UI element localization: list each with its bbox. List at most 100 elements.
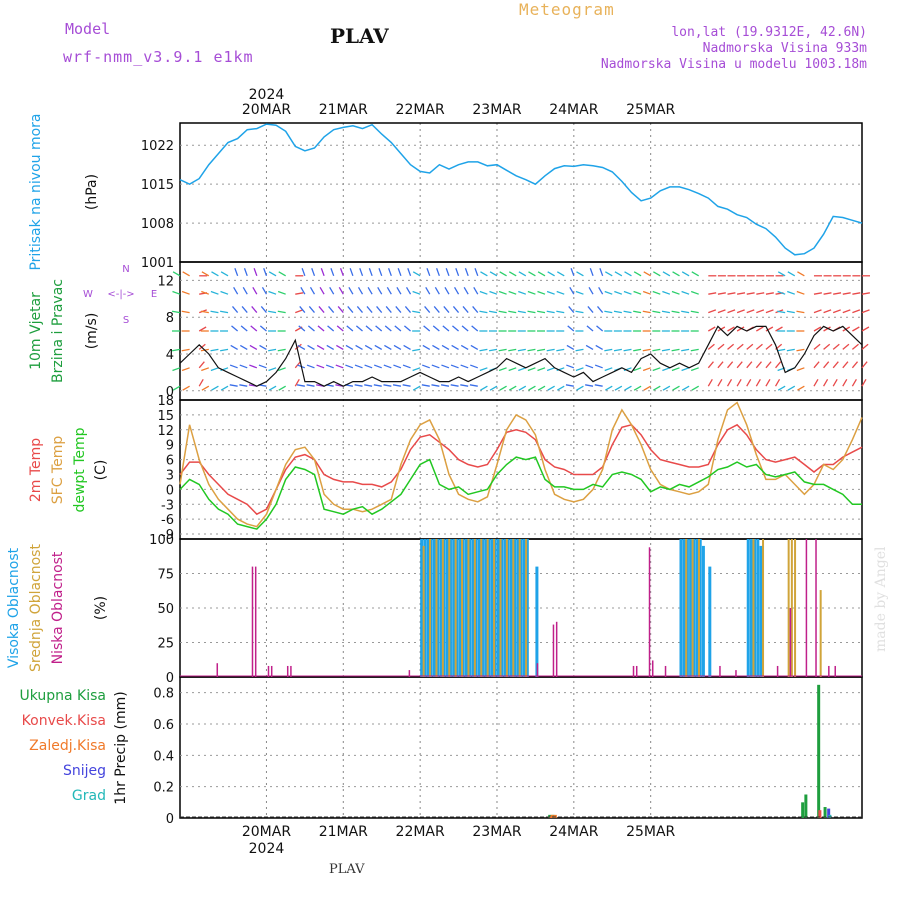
wind-arrow	[311, 268, 316, 277]
wind-arrow	[842, 361, 849, 369]
wind-arrow	[298, 325, 306, 332]
wind-arrow	[518, 271, 527, 277]
wind-arrow	[717, 292, 726, 295]
wind-arrow	[642, 348, 651, 352]
cloud-bar	[448, 539, 451, 677]
wind-arrow	[336, 325, 344, 332]
wind-arrow	[508, 385, 517, 391]
wind-arrow	[181, 310, 190, 314]
wind-arrow	[546, 290, 555, 295]
wind-arrow	[786, 310, 795, 314]
wind-arrow	[278, 271, 286, 277]
cloud-bar	[518, 539, 521, 677]
wind-arrow	[576, 271, 584, 277]
wind-arrow	[403, 325, 411, 332]
wind-arrow	[181, 290, 190, 295]
y-tick-label: -3	[161, 498, 174, 513]
wind-arrow	[182, 385, 190, 391]
wind-arrow	[796, 310, 805, 314]
wind-arrow	[364, 384, 373, 387]
cloud-bar	[490, 539, 494, 677]
wind-arrow	[462, 306, 469, 314]
panel-unit-label: 1hr Precip (mm)	[113, 691, 129, 804]
wind-arrow	[498, 348, 507, 352]
wind-arrow	[355, 325, 363, 332]
wind-arrow	[498, 310, 507, 314]
cloud-bar	[512, 539, 515, 677]
cloud-bar	[473, 539, 476, 677]
wind-arrow	[354, 364, 363, 369]
cloud-bar	[454, 539, 457, 677]
wind-arrow	[452, 325, 459, 332]
cloud-bar	[794, 539, 797, 677]
wind-arrow	[528, 385, 536, 391]
cloud-bar	[746, 539, 750, 677]
wind-arrow	[717, 378, 723, 387]
wind-arrow	[268, 385, 277, 391]
wind-arrow	[383, 364, 392, 369]
cloud-bar	[635, 665, 638, 677]
cloud-bar	[505, 539, 508, 677]
wind-arrow	[576, 385, 584, 391]
cloud-bar	[776, 665, 779, 677]
precip-legend-label: Snijeg	[63, 763, 106, 779]
wind-arrow	[422, 344, 431, 350]
wind-arrow	[823, 361, 830, 369]
wind-arrow	[861, 326, 870, 332]
wind-arrow	[604, 290, 613, 295]
wind-arrow	[681, 310, 690, 314]
wind-arrow	[172, 290, 181, 295]
wind-arrow	[373, 364, 382, 369]
wind-arrow	[861, 361, 868, 369]
wind-arrow	[489, 290, 498, 295]
cloud-bar	[664, 665, 667, 677]
wind-arrow	[585, 344, 594, 350]
wind-arrow	[813, 309, 822, 314]
wind-arrow	[727, 309, 736, 314]
cloud-bar	[408, 670, 411, 677]
wind-arrow	[328, 306, 335, 314]
panel-frame	[179, 676, 863, 819]
wind-arrow	[470, 364, 478, 369]
compass-north: N	[122, 264, 129, 275]
wind-arrow	[556, 290, 565, 295]
wind-arrow	[605, 271, 613, 277]
y-tick-label: 0	[166, 483, 174, 498]
wind-arrow	[842, 309, 851, 314]
cloud-bar	[486, 539, 489, 677]
wind-arrow	[397, 268, 402, 277]
wind-arrow	[489, 385, 498, 391]
wind-arrow	[383, 384, 392, 387]
wind-arrow	[395, 306, 402, 314]
wind-arrow	[338, 286, 344, 295]
wind-arrow	[832, 378, 838, 387]
cloud-bar	[819, 590, 822, 677]
wind-arrow	[681, 271, 690, 277]
wind-arrow	[386, 286, 392, 295]
product-title: Meteogram	[519, 0, 615, 19]
top-day-label: 25MAR	[626, 102, 675, 118]
wind-arrow	[412, 348, 421, 352]
wind-arrow	[243, 268, 248, 277]
cloud-bar	[698, 539, 702, 677]
cloud-bar	[708, 566, 712, 677]
cloud-bar	[480, 539, 484, 677]
wind-arrow	[499, 385, 507, 391]
model-label: Model	[65, 20, 111, 38]
cloud-bar	[536, 663, 539, 677]
wind-arrow	[277, 290, 286, 295]
wind-arrow	[518, 385, 527, 391]
wind-arrow	[201, 271, 210, 277]
panel-side-label: Srednja Oblacnost	[28, 544, 44, 672]
wind-arrow	[198, 343, 206, 350]
wind-arrow	[565, 384, 574, 387]
wind-arrow	[210, 310, 219, 314]
panel-side-label: Pritisak na nivou mora	[28, 113, 44, 270]
wind-arrow	[346, 325, 354, 332]
wind-arrow	[359, 268, 364, 277]
wind-arrow	[777, 290, 786, 295]
wind-arrow	[528, 271, 536, 277]
wind-arrow	[480, 271, 488, 277]
wind-arrow	[470, 344, 479, 350]
cloud-bar	[503, 539, 507, 677]
